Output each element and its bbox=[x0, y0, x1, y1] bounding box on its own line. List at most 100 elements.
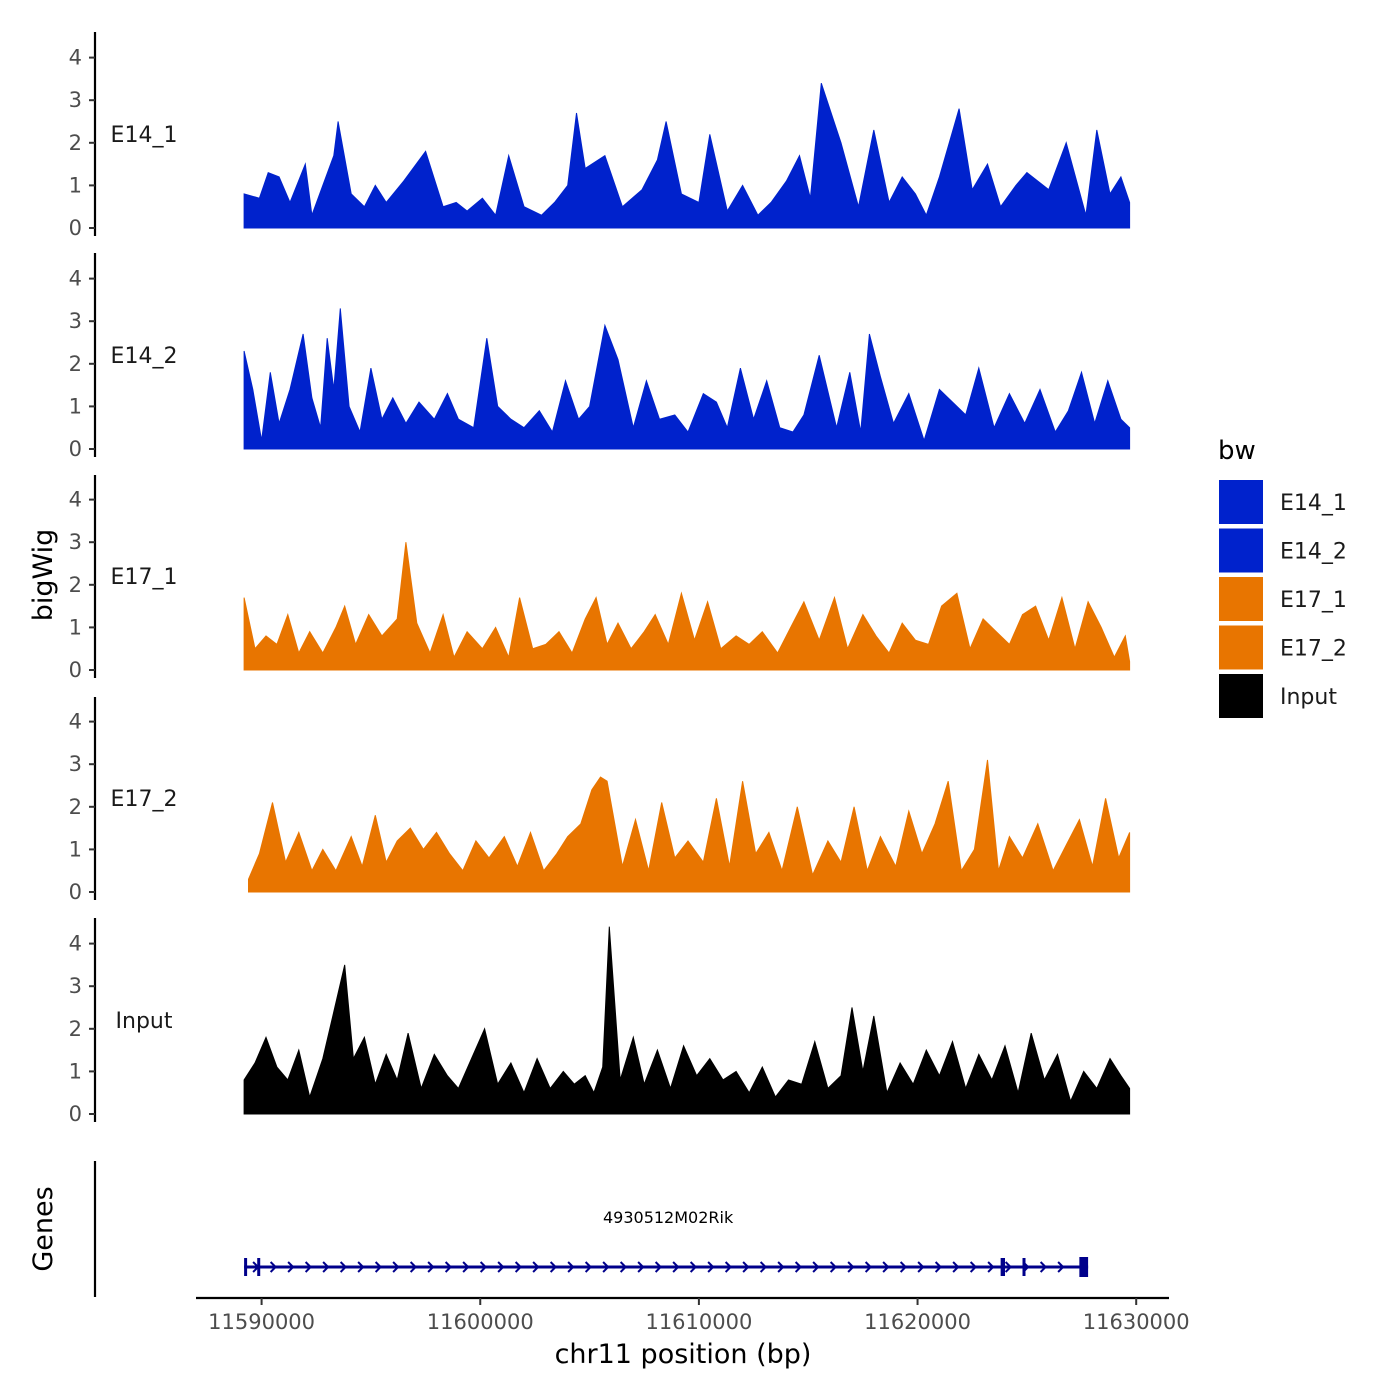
exon bbox=[1022, 1258, 1026, 1276]
strand-arrow bbox=[322, 1261, 330, 1273]
strand-arrow bbox=[1057, 1261, 1065, 1273]
strand-arrow bbox=[847, 1261, 855, 1273]
x-axis: 11590000 11600000 11610000 11620000 11630000 bbox=[196, 1296, 1190, 1334]
legend-swatch bbox=[1219, 625, 1263, 670]
y-tick-label: 1 bbox=[69, 173, 82, 197]
y-tick-label: 3 bbox=[69, 752, 82, 776]
strand-arrow bbox=[1004, 1261, 1013, 1273]
strand-arrow bbox=[462, 1261, 470, 1273]
strand-arrow bbox=[917, 1261, 925, 1273]
strand-arrow bbox=[742, 1261, 750, 1273]
legend-label: E17_2 bbox=[1280, 637, 1347, 662]
track-E17_1: 0 1 2 3 4 E17_1 bbox=[69, 475, 1131, 682]
x-tick-label: 11620000 bbox=[864, 1310, 971, 1334]
strand-arrow bbox=[357, 1261, 365, 1273]
exon bbox=[244, 1258, 248, 1276]
gene-label: 4930512M02Rik bbox=[603, 1208, 734, 1227]
track-E14_2: 0 1 2 3 4 E14_2 bbox=[69, 253, 1131, 461]
legend: E14_1 E14_2 E17_1 E17_2 Input bbox=[1219, 480, 1347, 718]
strand-arrow bbox=[689, 1261, 698, 1273]
legend-label: Input bbox=[1280, 685, 1337, 710]
legend-item-E14_1: E14_1 bbox=[1219, 480, 1347, 524]
strand-arrow bbox=[549, 1261, 558, 1273]
x-tick-label: 11590000 bbox=[208, 1310, 315, 1334]
strand-arrow bbox=[882, 1261, 890, 1273]
y-tick-label: 2 bbox=[69, 795, 82, 819]
y-tick-label: 0 bbox=[69, 437, 82, 461]
legend-item-E14_2: E14_2 bbox=[1219, 528, 1347, 573]
x-tick-label: 11610000 bbox=[645, 1310, 752, 1334]
y-tick-label: 2 bbox=[69, 131, 82, 155]
y-tick-label: 2 bbox=[69, 352, 82, 376]
x-tick-label: 11630000 bbox=[1083, 1310, 1190, 1334]
x-axis-title: chr11 position (bp) bbox=[555, 1339, 812, 1370]
coverage-area-E17_2 bbox=[248, 759, 1131, 893]
y-tick-label: 2 bbox=[69, 1017, 82, 1041]
strand-arrow bbox=[654, 1261, 663, 1273]
strand-arrow bbox=[427, 1261, 435, 1273]
gene-panel: 4930512M02Rik bbox=[93, 1161, 1089, 1297]
strand-arrow bbox=[287, 1261, 295, 1273]
legend-label: E14_1 bbox=[1280, 491, 1347, 516]
strand-arrow bbox=[777, 1261, 785, 1273]
y-tick-label: 4 bbox=[69, 710, 82, 734]
strand-arrow bbox=[567, 1261, 575, 1273]
strand-arrow bbox=[1039, 1261, 1048, 1273]
strand-arrow bbox=[724, 1261, 733, 1273]
exon bbox=[257, 1258, 261, 1276]
strand-arrow bbox=[759, 1261, 768, 1273]
strand-arrow bbox=[339, 1261, 348, 1273]
track-Input: 0 1 2 3 4 Input bbox=[69, 918, 1131, 1126]
x-tick-label: 11600000 bbox=[427, 1310, 534, 1334]
strand-arrow bbox=[514, 1261, 523, 1273]
legend-label: E17_1 bbox=[1280, 588, 1347, 613]
strand-arrow bbox=[794, 1261, 803, 1273]
exon bbox=[1000, 1258, 1006, 1276]
y-tick-label: 3 bbox=[69, 530, 82, 554]
strand-arrow bbox=[952, 1261, 960, 1273]
legend-swatch bbox=[1219, 577, 1263, 621]
strand-arrow bbox=[637, 1261, 645, 1273]
legend-label: E14_2 bbox=[1280, 540, 1347, 565]
strand-arrow bbox=[812, 1261, 820, 1273]
strand-arrow bbox=[707, 1261, 715, 1273]
strand-arrow bbox=[479, 1261, 488, 1273]
coverage-area-E14_1 bbox=[243, 83, 1131, 229]
y-tick-label: 4 bbox=[69, 488, 82, 512]
y-tick-label: 0 bbox=[69, 880, 82, 904]
strand-arrow bbox=[899, 1261, 908, 1273]
legend-item-Input: Input bbox=[1219, 674, 1337, 718]
strand-arrow bbox=[829, 1261, 838, 1273]
facet-label-E17_1: E17_1 bbox=[111, 565, 178, 590]
track-E14_1: 0 1 2 3 4 E14_1 bbox=[69, 32, 1131, 240]
strand-arrow bbox=[409, 1261, 418, 1273]
y-tick-label: 0 bbox=[69, 216, 82, 240]
y-tick-label: 3 bbox=[69, 974, 82, 998]
legend-swatch bbox=[1219, 674, 1263, 718]
legend-item-E17_2: E17_2 bbox=[1219, 625, 1347, 670]
legend-swatch bbox=[1219, 480, 1263, 524]
strand-arrow bbox=[269, 1261, 278, 1273]
strand-arrow bbox=[584, 1261, 593, 1273]
strand-arrow bbox=[304, 1261, 313, 1273]
y-tick-label: 1 bbox=[69, 615, 82, 639]
track-E17_2: 0 1 2 3 4 E17_2 bbox=[69, 697, 1131, 904]
strand-arrow bbox=[619, 1261, 628, 1273]
strand-arrow bbox=[864, 1261, 873, 1273]
y-tick-label: 0 bbox=[69, 658, 82, 682]
y-tick-label: 4 bbox=[69, 46, 82, 70]
y-tick-label: 4 bbox=[69, 267, 82, 291]
facet-label-E14_1: E14_1 bbox=[111, 123, 178, 148]
y-tick-label: 4 bbox=[69, 932, 82, 956]
strand-arrow bbox=[374, 1261, 383, 1273]
y-tick-label: 0 bbox=[69, 1102, 82, 1126]
legend-swatch bbox=[1219, 528, 1263, 573]
strand-arrow bbox=[444, 1261, 453, 1273]
strand-arrow bbox=[969, 1261, 978, 1273]
y-axis-title-bigwig: bigWig bbox=[28, 529, 59, 622]
y-tick-label: 1 bbox=[69, 837, 82, 861]
strand-arrow bbox=[934, 1261, 943, 1273]
facet-label-Input: Input bbox=[116, 1009, 173, 1034]
strand-arrow bbox=[602, 1261, 610, 1273]
